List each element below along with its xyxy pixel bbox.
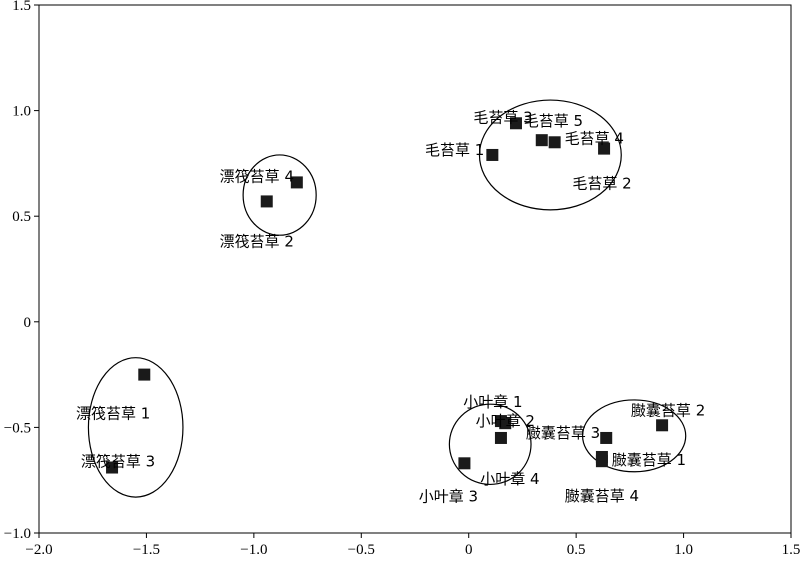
point-label: 毛苔草 3 <box>473 108 532 126</box>
data-point-marker <box>598 142 611 155</box>
point-label: 臌囊苔草 2 <box>631 401 705 419</box>
data-point-marker <box>548 136 561 149</box>
x-tick-label: 1.5 <box>782 542 800 558</box>
point-label: 毛苔草 5 <box>524 112 583 130</box>
data-point-marker <box>595 455 608 468</box>
x-tick-label: −1.5 <box>133 542 160 558</box>
data-point-marker <box>656 419 669 432</box>
point-label: 毛苔草 2 <box>572 175 631 193</box>
data-point-marker <box>106 461 119 474</box>
point-label: 漂筏苔草 1 <box>76 405 150 423</box>
point-label: 小叶章 1 <box>463 393 522 411</box>
point-label: 小叶章 3 <box>419 487 478 505</box>
point-label: 毛苔草 1 <box>425 141 484 159</box>
point-label: 漂筏苔草 2 <box>220 232 294 250</box>
point-label: 小叶章 2 <box>476 412 535 430</box>
point-label: 漂筏苔草 3 <box>81 453 155 471</box>
y-tick-label: 0.5 <box>12 209 31 225</box>
data-point-marker <box>494 431 507 444</box>
point-label: 臌囊苔草 3 <box>526 424 600 442</box>
data-point-marker <box>486 148 499 161</box>
data-point-marker <box>499 417 512 430</box>
x-tick-label: 0 <box>465 542 473 558</box>
point-label: 臌囊苔草 4 <box>565 487 639 505</box>
cluster-ellipse <box>478 99 622 211</box>
data-point-marker <box>535 134 548 147</box>
x-tick-label: −1.0 <box>240 542 267 558</box>
data-point-marker <box>600 431 613 444</box>
x-tick-label: −0.5 <box>348 542 375 558</box>
data-point-marker <box>138 368 151 381</box>
cluster-ellipse <box>448 403 532 486</box>
x-tick-label: 1.0 <box>674 542 693 558</box>
plot-frame <box>38 4 792 534</box>
x-tick-label: 0.5 <box>567 542 586 558</box>
cluster-ellipse <box>581 399 687 473</box>
cluster-ellipses <box>87 99 687 498</box>
y-tick-label: −1.0 <box>4 526 31 542</box>
cluster-ellipse <box>242 154 317 236</box>
y-tick-label: 1.5 <box>12 0 31 14</box>
data-point-marker <box>290 176 303 189</box>
axes: −2.0 −1.5 −1.0 −0.5 0 0.5 1.0 1.5 −1.0 −0.5 0 0.5 1.… <box>4 0 800 558</box>
y-tick-label: 0 <box>24 315 32 331</box>
x-tick-label: −2.0 <box>25 542 52 558</box>
point-label: 漂筏苔草 4 <box>220 167 294 185</box>
data-point-marker <box>509 117 522 130</box>
point-label: 臌囊苔草 1 <box>612 451 686 469</box>
y-tick-label: 1.0 <box>12 104 31 120</box>
y-tick-label: −0.5 <box>4 420 31 436</box>
point-label: 毛苔草 4 <box>565 129 624 147</box>
cluster-ellipse <box>87 357 184 498</box>
data-point-marker <box>260 195 273 208</box>
data-markers <box>106 117 669 474</box>
data-point-marker <box>458 457 471 470</box>
point-label: 小叶章 4 <box>480 470 539 488</box>
